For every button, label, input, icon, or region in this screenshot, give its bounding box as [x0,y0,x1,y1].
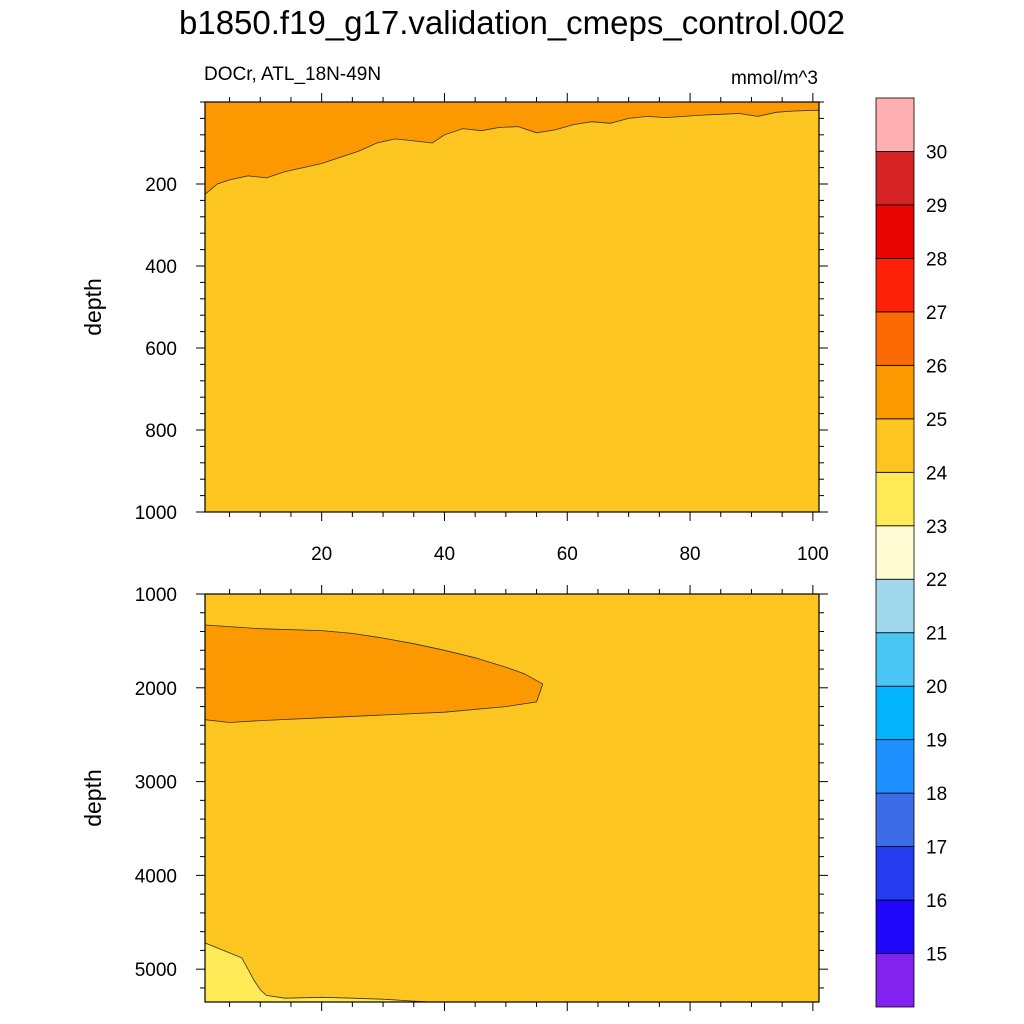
colorbar-bin [875,899,915,954]
upper-frame [204,101,820,513]
colorbar-bin [875,151,915,206]
contour-region-25-26 [205,625,543,723]
lower-panel: 1000 2000 3000 4000 5000 depth [80,585,828,1011]
y-tick-label: 4000 [135,866,177,887]
y-axis-label: depth [80,769,106,827]
x-tick-label: 100 [797,544,829,565]
colorbar-bin [875,739,915,794]
y-tick-label: 600 [145,339,177,360]
upper-background-fill [205,102,819,512]
colorbar-bin [875,846,915,901]
x-tick-label: 40 [434,544,455,565]
colorbar-bin [875,632,915,687]
colorbar-label: 26 [926,356,947,377]
colorbar-bin [875,204,915,259]
y-tick-label: 5000 [135,960,177,981]
colorbar-bin [875,97,915,152]
colorbar-label: 20 [926,677,947,698]
y-axis-label: depth [80,278,106,336]
colorbar-bin [875,792,915,847]
y-tick-label: 200 [145,175,177,196]
lower-frame [204,593,820,1003]
region-label: DOCr, ATL_18N-49N [204,64,382,85]
contour-line-25-26 [205,624,544,723]
colorbar-label: 24 [926,463,948,484]
y-tick-label: 1000 [135,585,177,606]
colorbar-label: 27 [926,303,947,324]
colorbar-label: 28 [926,249,947,270]
contour-line-25-26 [205,109,819,195]
y-tick-label: 400 [145,257,177,278]
colorbar-bin [875,311,915,366]
colorbar: 15 16 17 18 19 20 21 22 23 24 25 26 27 28 29 30 [875,97,948,1008]
colorbar-bin [875,418,915,473]
chart-title: b1850.f19_g17.validation_cmeps_control.0… [179,4,845,41]
colorbar-label: 19 [926,731,947,752]
units-label: mmol/m^3 [730,68,818,89]
x-tick-label: 60 [557,544,578,565]
colorbar-label: 29 [926,196,947,217]
colorbar-bin [875,578,915,634]
contour-region-25-26 [205,102,819,195]
y-tick-label: 2000 [135,679,177,700]
x-tick-label: 20 [311,544,332,565]
colorbar-bin [875,953,915,1008]
colorbar-bin [875,258,915,313]
y-tick-label: 1000 [135,503,177,524]
colorbar-label: 16 [926,891,947,912]
colorbar-label: 15 [926,945,947,966]
upper-panel: 20 40 60 80 100 200 400 600 800 1000 depth [80,93,829,565]
colorbar-label: 22 [926,570,947,591]
colorbar-label: 30 [926,142,947,163]
colorbar-bin [875,364,915,420]
colorbar-bin [875,525,915,580]
colorbar-label: 18 [926,784,947,805]
colorbar-label: 23 [926,517,947,538]
colorbar-label: 21 [926,624,947,645]
colorbar-label: 17 [926,838,947,859]
y-tick-label: 800 [145,421,177,442]
colorbar-label: 25 [926,410,947,431]
colorbar-bin [875,471,915,527]
contour-region-23-24 [205,942,433,1002]
x-tick-label: 80 [679,544,700,565]
colorbar-bin [875,685,915,741]
y-tick-label: 3000 [135,773,177,794]
